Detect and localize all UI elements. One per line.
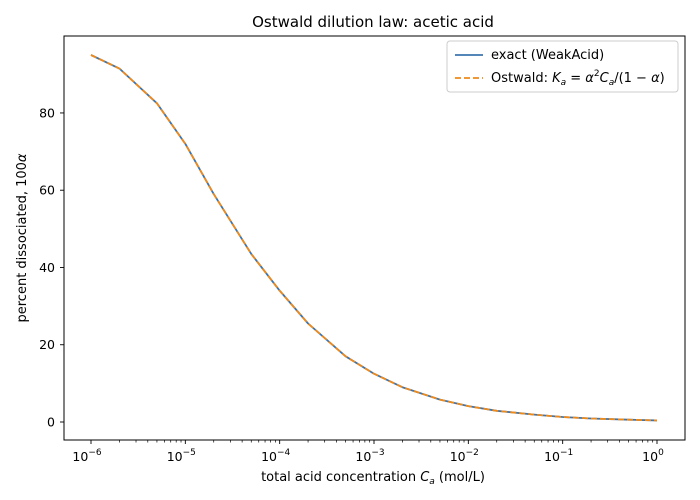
legend-box <box>446 40 679 93</box>
x-tick-label-5: 10−1 <box>544 448 573 464</box>
legend: exact (WeakAcid) Ostwald: Ka = α2Ca/(1 −… <box>446 40 679 93</box>
y-tick-label-4: 80 <box>39 105 55 120</box>
series-line-1 <box>90 54 658 422</box>
series-layer <box>90 54 658 422</box>
x-axis-label-subscript: a <box>429 477 435 487</box>
y-tick-label-2: 40 <box>39 260 55 275</box>
x-axis-label-suffix: (mol/L) <box>435 470 485 485</box>
x-tick-label-4: 10−2 <box>450 448 479 464</box>
x-tick-label-0: 10−6 <box>72 448 101 464</box>
x-tick-label-1: 10−5 <box>167 448 196 464</box>
y-axis-label-symbol: α <box>15 153 30 162</box>
y-tick-label-1: 20 <box>39 337 55 352</box>
y-axis-label: percent dissociated, 100α <box>15 153 30 322</box>
x-axis-ticks: 10−6 10−5 10−4 10−3 10−2 10−1 100 <box>72 440 664 464</box>
x-axis-label: total acid concentration Ca (mol/L) <box>261 470 485 487</box>
y-axis-ticks: 0 20 40 60 80 <box>39 105 64 430</box>
x-axis-label-symbol: C <box>420 470 430 485</box>
y-axis-label-prefix: percent dissociated, 100 <box>15 162 30 322</box>
y-tick-label-0: 0 <box>47 415 55 430</box>
x-tick-label-3: 10−3 <box>355 448 384 464</box>
plot-area <box>63 35 686 441</box>
legend-label-exact: exact (WeakAcid) <box>491 48 604 63</box>
x-axis-label-prefix: total acid concentration <box>261 470 420 485</box>
x-tick-label-6: 100 <box>642 448 664 464</box>
x-tick-label-2: 10−4 <box>261 448 290 464</box>
y-tick-label-3: 60 <box>39 183 55 198</box>
chart-title: Ostwald dilution law: acetic acid <box>252 13 494 31</box>
legend-label-ostwald: Ostwald: Ka = α2Ca/(1 − α) <box>491 69 665 88</box>
